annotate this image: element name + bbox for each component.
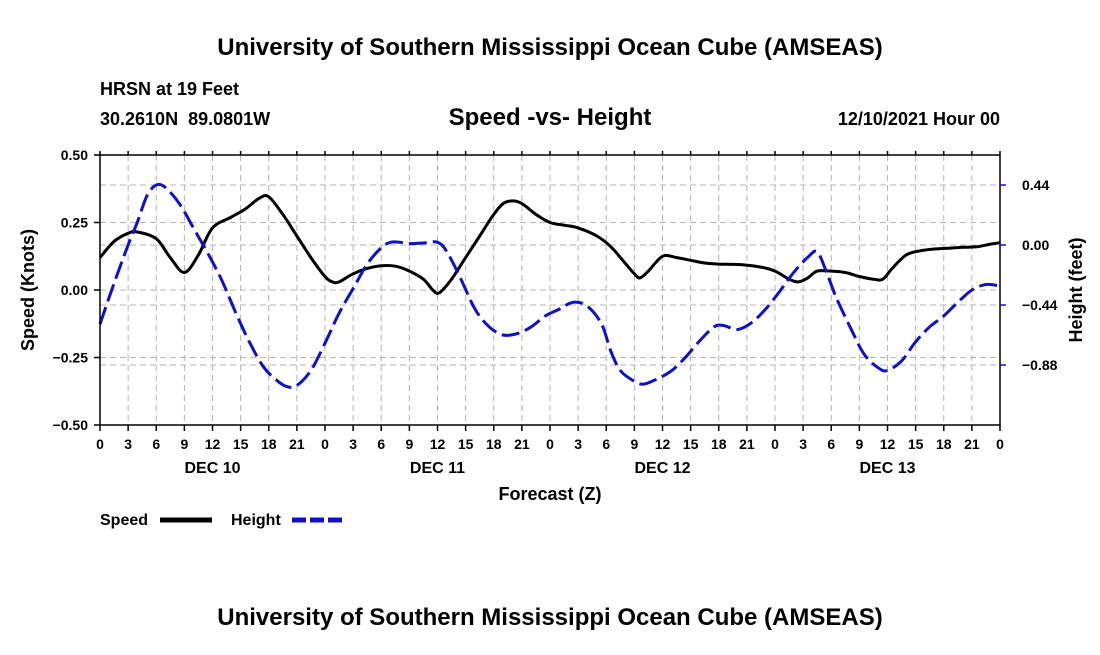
right-axis-tick-label: −0.44 [1022, 297, 1058, 313]
coordinates-label: 30.2610N 89.0801W [100, 109, 270, 129]
x-axis-tick-label: 3 [574, 436, 582, 452]
main-title: University of Southern Mississippi Ocean… [217, 34, 882, 61]
x-axis-tick-label: 0 [771, 436, 779, 452]
x-axis-tick-label: 0 [546, 436, 554, 452]
right-axis: 0.44 0.00 −0.44 −0.88 [1000, 177, 1058, 373]
x-axis-tick-label: 0 [96, 436, 104, 452]
x-axis-tick-label: 21 [739, 436, 755, 452]
x-axis-tick-label: 6 [602, 436, 610, 452]
x-axis-tick-label: 18 [486, 436, 502, 452]
date-label: 12/10/2021 Hour 00 [838, 109, 1000, 129]
x-axis-tick-label: 21 [289, 436, 305, 452]
x-axis-tick-label: 15 [233, 436, 249, 452]
x-axis-tick-label: 12 [430, 436, 446, 452]
left-axis-tick-label: −0.25 [53, 350, 89, 366]
x-axis-day-label: DEC 13 [859, 460, 915, 477]
x-axis-tick-label: 9 [630, 436, 638, 452]
x-axis-label: Forecast (Z) [498, 484, 601, 504]
y-axis-left-label: Speed (Knots) [18, 229, 38, 351]
x-axis-day-label: DEC 10 [184, 460, 240, 477]
legend-speed-label: Speed [100, 512, 148, 529]
legend-height-label: Height [231, 512, 281, 529]
x-axis-tick-label: 21 [514, 436, 530, 452]
x-axis-tick-label: 3 [349, 436, 357, 452]
left-axis: −0.50 −0.25 0.00 0.25 0.50 [53, 147, 100, 433]
x-axis-tick-label: 21 [964, 436, 980, 452]
series-line-height [98, 182, 1001, 389]
x-axis-tick-label: 9 [405, 436, 413, 452]
x-axis-tick-label: 12 [655, 436, 671, 452]
left-axis-tick-label: 0.25 [61, 215, 88, 231]
station-label: HRSN at 19 Feet [100, 79, 239, 99]
x-axis-tick-label: 9 [180, 436, 188, 452]
x-axis: 0 3 6 9 12 15 18 21 0 3 6 9 12 15 18 21 0 3 6 9 12 15 18 21 0 3 6 9… [96, 151, 1004, 477]
x-axis-tick-label: 18 [711, 436, 727, 452]
y-axis-right-label: Height (feet) [1066, 238, 1086, 343]
x-axis-tick-label: 15 [683, 436, 699, 452]
right-axis-tick-label: −0.88 [1022, 357, 1058, 373]
x-axis-tick-label: 18 [261, 436, 277, 452]
x-axis-tick-label: 3 [124, 436, 132, 452]
x-axis-day-label: DEC 11 [410, 460, 465, 477]
series-line-speed [98, 194, 1001, 295]
x-axis-tick-label: 0 [321, 436, 329, 452]
x-axis-tick-label: 15 [908, 436, 924, 452]
x-axis-tick-label: 9 [855, 436, 863, 452]
left-axis-tick-label: 0.50 [61, 147, 88, 163]
legend: Speed Height [100, 512, 342, 529]
x-axis-tick-label: 6 [152, 436, 160, 452]
right-axis-tick-label: 0.00 [1022, 237, 1049, 253]
x-axis-tick-label: 18 [936, 436, 952, 452]
series-lines [98, 182, 1001, 389]
grid-lines [100, 155, 1000, 425]
x-axis-tick-label: 0 [996, 436, 1004, 452]
x-axis-tick-label: 12 [205, 436, 221, 452]
x-axis-tick-label: 6 [377, 436, 385, 452]
x-axis-tick-label: 3 [799, 436, 807, 452]
left-axis-tick-label: −0.50 [53, 417, 89, 433]
x-axis-tick-label: 12 [880, 436, 896, 452]
left-axis-tick-label: 0.00 [61, 282, 88, 298]
chart-title: Speed -vs- Height [449, 104, 652, 131]
x-axis-tick-label: 15 [458, 436, 474, 452]
footer-title: University of Southern Mississippi Ocean… [217, 604, 882, 631]
right-axis-tick-label: 0.44 [1022, 177, 1049, 193]
x-axis-tick-label: 6 [827, 436, 835, 452]
x-axis-day-label: DEC 12 [634, 460, 690, 477]
